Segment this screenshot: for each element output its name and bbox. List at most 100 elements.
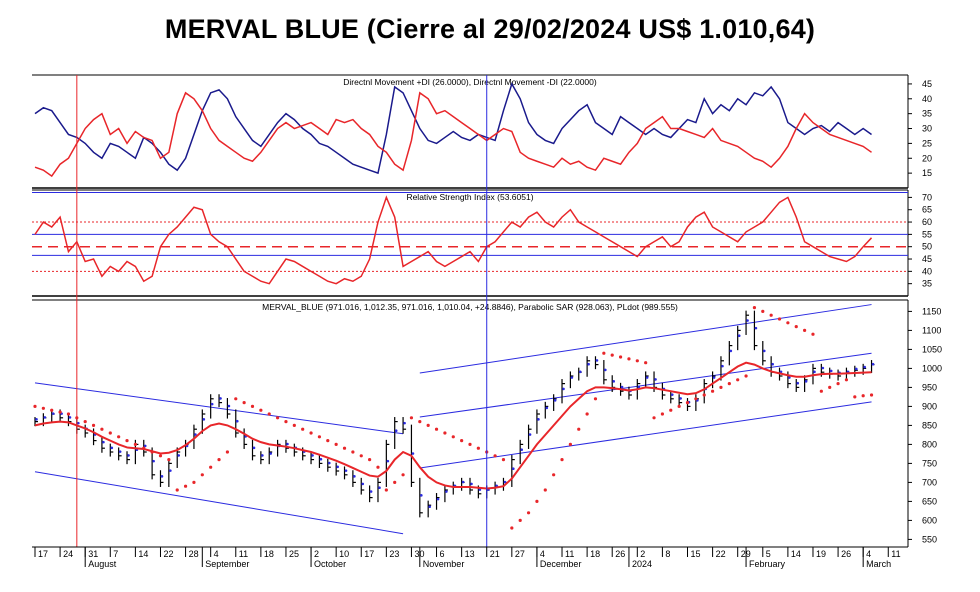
sar-point — [660, 412, 665, 416]
x-tick-label: 2 — [640, 549, 645, 559]
pldot-point — [235, 419, 239, 423]
pldot-point — [779, 370, 783, 374]
pldot-point — [871, 362, 875, 366]
y-tick-label: 850 — [922, 420, 937, 430]
x-tick-label: 22 — [716, 549, 726, 559]
sar-point — [577, 427, 581, 431]
y-tick-label: 60 — [922, 217, 932, 227]
pldot-point — [855, 367, 858, 371]
series-line-di — [34, 91, 872, 178]
sar-point — [117, 435, 121, 439]
pldot-point — [746, 319, 749, 322]
sar-point — [493, 454, 497, 458]
x-tick-label: 31 — [88, 549, 98, 559]
pldot-point — [252, 446, 256, 450]
x-tick-label: 11 — [891, 549, 900, 559]
y-tick-label: 45 — [922, 254, 932, 264]
pldot-point — [562, 387, 565, 391]
sar-point — [518, 518, 522, 523]
sar-point — [811, 332, 815, 336]
sar-point — [334, 442, 338, 446]
sar-point — [275, 416, 280, 420]
pldot-point — [169, 469, 172, 472]
sar-point — [309, 431, 313, 435]
y-tick-label: 800 — [922, 439, 937, 449]
pldot-point — [712, 376, 716, 379]
sar-point — [225, 450, 230, 454]
sar-point — [267, 412, 271, 416]
sar-point — [828, 385, 832, 389]
sar-point — [685, 401, 690, 405]
pldot-point — [428, 505, 431, 509]
pldot-point — [512, 467, 515, 471]
pldot-point — [35, 418, 38, 421]
panel-title: MERVAL_BLUE (971.016, 1,012.35, 971.016,… — [262, 302, 678, 312]
sar-point — [652, 416, 656, 420]
sar-point — [133, 442, 137, 446]
y-tick-label: 30 — [922, 124, 932, 134]
y-tick-label: 20 — [922, 153, 932, 163]
pldot-point — [353, 475, 356, 478]
x-tick-label: 26 — [615, 549, 625, 559]
sar-point — [426, 423, 430, 427]
x-tick-label: 21 — [490, 549, 500, 559]
sar-point — [359, 454, 363, 458]
pldot-point — [327, 461, 331, 465]
sar-point — [250, 404, 255, 408]
sar-point — [192, 480, 196, 484]
sar-point — [794, 325, 798, 329]
y-tick-label: 40 — [922, 266, 932, 276]
pldot-point — [160, 475, 164, 478]
sar-point — [376, 465, 380, 469]
panel-title: Directnl Movement +DI (26.0000), Directn… — [343, 77, 597, 87]
sar-point — [418, 420, 422, 424]
y-tick-label: 65 — [922, 205, 932, 215]
pldot-point — [553, 399, 557, 402]
x-tick-label: 23 — [389, 549, 399, 559]
x-tick-label: 19 — [816, 549, 826, 559]
pldot-point — [369, 490, 373, 493]
sar-point — [710, 389, 715, 393]
sar-point — [342, 446, 347, 450]
y-tick-label: 25 — [922, 138, 932, 148]
x-tick-label: 18 — [264, 549, 274, 559]
x-tick-label: 27 — [515, 549, 525, 559]
sar-point — [158, 454, 163, 458]
pldot-point — [670, 393, 674, 396]
x-month-label: February — [749, 559, 786, 569]
pldot-point — [804, 380, 808, 383]
sar-point — [259, 408, 263, 412]
sar-point — [393, 480, 397, 484]
sar-point — [41, 406, 45, 410]
sar-point — [142, 446, 146, 450]
pldot-point — [143, 444, 147, 448]
x-tick-label: 11 — [239, 549, 248, 559]
pldot-point — [863, 365, 866, 369]
sar-point — [100, 427, 104, 431]
y-tick-label: 550 — [922, 534, 937, 544]
pldot-point — [394, 429, 398, 433]
y-tick-label: 1050 — [922, 344, 942, 354]
x-tick-label: 18 — [590, 549, 600, 559]
pldot-point — [829, 369, 833, 373]
sar-point — [443, 431, 447, 435]
sar-point — [568, 442, 572, 446]
pldot-point — [637, 385, 641, 389]
y-tick-label: 600 — [922, 515, 937, 525]
sar-point — [552, 473, 556, 477]
sar-point — [58, 410, 62, 414]
sar-point — [468, 442, 472, 446]
sar-point — [460, 439, 464, 443]
x-month-label: 2024 — [632, 559, 652, 569]
pldot-point — [461, 480, 465, 484]
sar-point — [317, 435, 322, 439]
pldot-point — [520, 448, 523, 452]
pldot-point — [503, 480, 507, 484]
x-tick-label: 10 — [339, 549, 349, 559]
pldot-point — [813, 370, 816, 374]
sar-point — [610, 353, 614, 357]
trend-channel-line — [419, 401, 872, 469]
sar-point — [526, 511, 531, 515]
pldot-point — [570, 376, 574, 379]
pldot-point — [336, 465, 339, 469]
